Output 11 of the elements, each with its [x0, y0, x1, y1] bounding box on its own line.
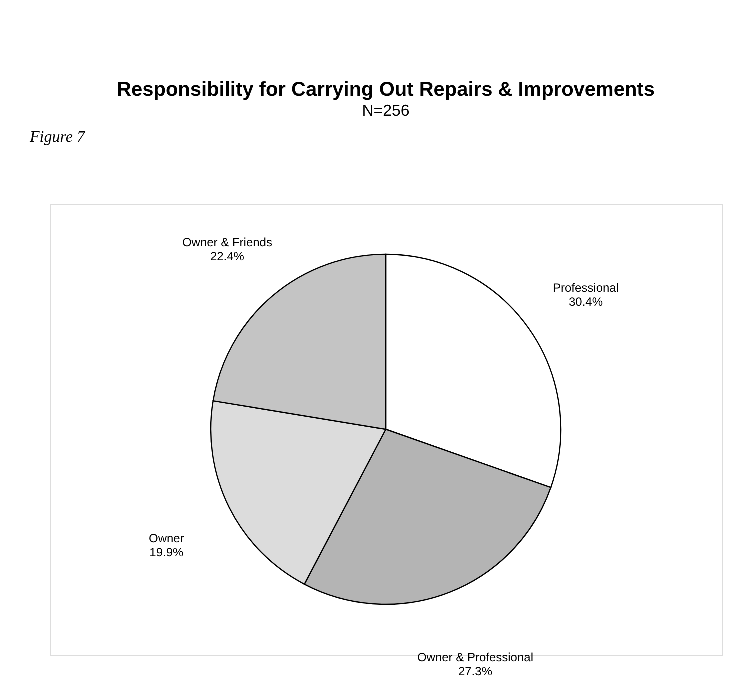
slice-label: Owner & Friends	[182, 236, 272, 250]
chart-subtitle: N=256	[362, 103, 410, 120]
data-label: 27.3%	[458, 664, 493, 679]
slice-label: Professional	[552, 280, 620, 295]
slice-label: Owner & Professional	[417, 650, 534, 665]
data-label: 22.4%	[210, 250, 245, 264]
data-label: 19.9%	[150, 546, 184, 560]
caption: Figure 7	[29, 129, 86, 146]
chart-title: Responsibility for Carrying Out Repairs & Improvements	[117, 79, 655, 101]
data-label: 30.4%	[568, 294, 604, 309]
slice-label: Owner	[148, 532, 184, 546]
